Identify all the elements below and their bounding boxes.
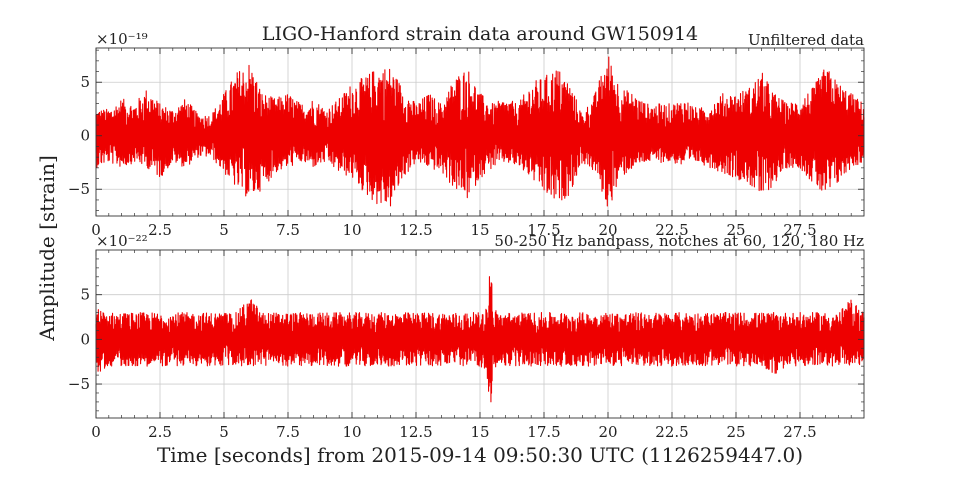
x-tick-label: 20 bbox=[598, 423, 617, 441]
y-axis-label: Amplitude [strain] bbox=[35, 155, 59, 342]
x-tick-label: 12.5 bbox=[399, 423, 432, 441]
offset-label-unfiltered: ×10⁻¹⁹ bbox=[96, 30, 148, 48]
x-tick-label: 12.5 bbox=[399, 221, 432, 239]
x-tick-label: 22.5 bbox=[655, 423, 688, 441]
x-tick-label: 17.5 bbox=[527, 221, 560, 239]
y-tick-label: 0 bbox=[80, 127, 90, 145]
x-tick-label: 5 bbox=[219, 423, 229, 441]
y-tick-label: 0 bbox=[80, 330, 90, 348]
x-tick-label: 27.5 bbox=[783, 221, 816, 239]
x-tick-label: 10 bbox=[342, 423, 361, 441]
unfiltered-panel: Unfiltered data ×10⁻¹⁹ 0 2.5 5 7.5 10 12.5 15 1… bbox=[68, 30, 865, 239]
x-tick-label: 17.5 bbox=[527, 423, 560, 441]
y-tick-label: −5 bbox=[68, 375, 90, 393]
signal-bandpass bbox=[95, 276, 865, 403]
ticks-bandpass: 0 2.5 5 7.5 10 12.5 15 17.5 20 22.5 25 27.5 −5 0 5 bbox=[68, 250, 864, 441]
x-tick-label: 2.5 bbox=[148, 423, 172, 441]
x-tick-label: 27.5 bbox=[783, 423, 816, 441]
x-tick-label: 20 bbox=[598, 221, 617, 239]
x-tick-label: 7.5 bbox=[276, 423, 300, 441]
x-tick-label: 15 bbox=[470, 221, 489, 239]
x-axis-label: Time [seconds] from 2015-09-14 09:50:30 … bbox=[157, 443, 803, 467]
strain-series-line bbox=[95, 56, 865, 207]
x-tick-label: 0 bbox=[91, 423, 101, 441]
x-tick-label: 5 bbox=[219, 221, 229, 239]
x-tick-label: 2.5 bbox=[148, 221, 172, 239]
ticks-unfiltered: 0 2.5 5 7.5 10 12.5 15 17.5 20 22.5 25 27.5 −5 0 5 bbox=[68, 48, 864, 239]
x-tick-label: 7.5 bbox=[276, 221, 300, 239]
signal-unfiltered bbox=[95, 56, 865, 207]
offset-label-bandpass: ×10⁻²² bbox=[96, 232, 148, 250]
strain-series-line bbox=[95, 276, 865, 403]
y-tick-label: −5 bbox=[68, 180, 90, 198]
y-tick-label: 5 bbox=[80, 286, 90, 304]
x-tick-label: 15 bbox=[470, 423, 489, 441]
panel-title-bandpass: 50-250 Hz bandpass, notches at 60, 120, … bbox=[494, 232, 864, 250]
x-tick-label: 10 bbox=[342, 221, 361, 239]
panel-title-unfiltered: Unfiltered data bbox=[748, 31, 864, 49]
x-tick-label: 0 bbox=[91, 221, 101, 239]
bandpass-panel: 50-250 Hz bandpass, notches at 60, 120, … bbox=[68, 232, 865, 441]
x-tick-label: 25 bbox=[726, 221, 745, 239]
figure-title: LIGO-Hanford strain data around GW150914 bbox=[262, 23, 698, 45]
y-tick-label: 5 bbox=[80, 73, 90, 91]
x-tick-label: 25 bbox=[726, 423, 745, 441]
x-tick-label: 22.5 bbox=[655, 221, 688, 239]
